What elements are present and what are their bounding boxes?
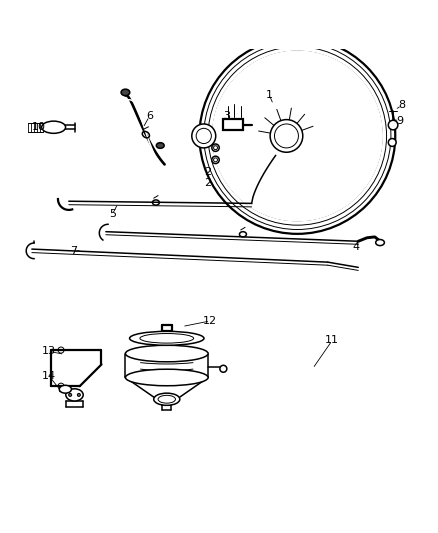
Ellipse shape [42, 121, 66, 133]
Text: 9: 9 [396, 116, 403, 126]
Text: 8: 8 [398, 100, 405, 110]
Text: 5: 5 [109, 209, 116, 219]
Text: 14: 14 [42, 371, 57, 381]
Text: 7: 7 [70, 246, 77, 256]
Circle shape [212, 51, 382, 221]
Text: 1: 1 [265, 90, 272, 100]
Text: 3: 3 [223, 111, 230, 122]
Ellipse shape [156, 143, 164, 148]
Ellipse shape [389, 120, 398, 130]
Ellipse shape [212, 156, 219, 164]
Text: 2: 2 [205, 167, 212, 176]
Ellipse shape [130, 332, 204, 345]
Ellipse shape [376, 239, 385, 246]
Ellipse shape [125, 345, 208, 362]
Text: 11: 11 [325, 335, 339, 345]
Ellipse shape [78, 393, 81, 397]
FancyBboxPatch shape [223, 119, 243, 130]
Text: 2: 2 [205, 177, 212, 188]
Text: 10: 10 [32, 122, 46, 132]
Ellipse shape [212, 144, 219, 151]
Ellipse shape [220, 365, 227, 372]
Text: 12: 12 [203, 316, 217, 326]
Ellipse shape [59, 385, 71, 393]
Text: 13: 13 [42, 346, 56, 357]
Ellipse shape [154, 393, 180, 405]
Ellipse shape [270, 119, 303, 152]
Ellipse shape [66, 389, 83, 401]
Ellipse shape [69, 393, 72, 397]
Ellipse shape [121, 89, 130, 96]
Ellipse shape [192, 124, 216, 148]
Text: 6: 6 [146, 111, 153, 122]
Ellipse shape [389, 139, 396, 147]
Text: 4: 4 [353, 242, 360, 252]
Circle shape [197, 36, 397, 236]
Ellipse shape [125, 369, 208, 386]
